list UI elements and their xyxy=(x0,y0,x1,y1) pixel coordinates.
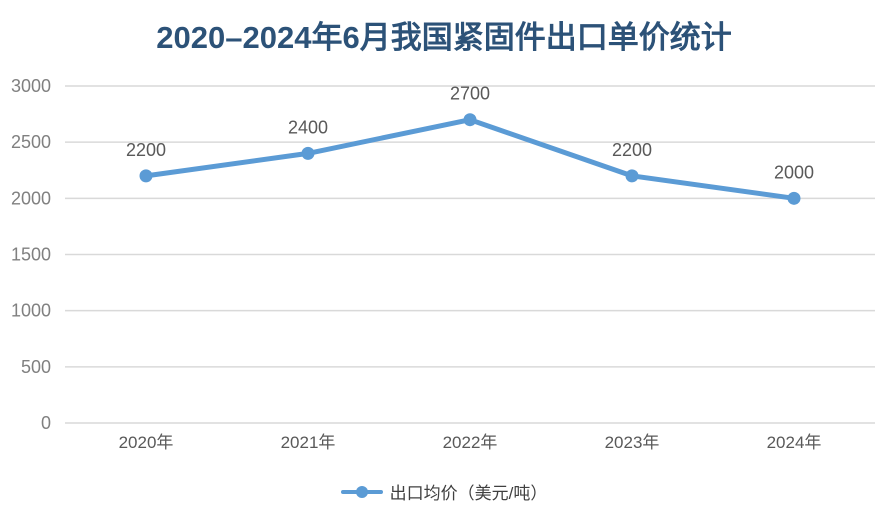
y-axis-tick-label-1500: 1500 xyxy=(11,245,51,265)
y-axis-tick-label-2000: 2000 xyxy=(11,188,51,208)
y-axis-tick-label-3000: 3000 xyxy=(11,76,51,96)
x-axis-tick-label-3: 2023年 xyxy=(605,433,660,452)
data-point-2022年[interactable] xyxy=(463,113,477,127)
x-axis-tick-label-2: 2022年 xyxy=(443,433,498,452)
data-label-2020年: 2200 xyxy=(126,140,166,160)
data-label-2024年: 2000 xyxy=(774,162,814,182)
legend[interactable]: 出口均价（美元/吨） xyxy=(0,479,888,504)
x-axis-tick-label-4: 2024年 xyxy=(767,433,822,452)
data-label-2021年: 2400 xyxy=(288,117,328,137)
data-label-2022年: 2700 xyxy=(450,84,490,104)
data-label-2023年: 2200 xyxy=(612,140,652,160)
data-point-2020年[interactable] xyxy=(139,169,153,183)
legend-series-line-marker-icon xyxy=(340,485,383,499)
y-axis-tick-label-2500: 2500 xyxy=(11,132,51,152)
data-point-2021年[interactable] xyxy=(301,146,315,160)
legend-dot-icon xyxy=(355,485,368,498)
x-axis-tick-label-0: 2020年 xyxy=(119,433,174,452)
data-point-2024年[interactable] xyxy=(787,191,801,205)
chart-title: 2020–2024年6月我国紧固件出口单价统计 xyxy=(156,20,732,55)
data-point-2023年[interactable] xyxy=(625,169,639,183)
legend-series-label: 出口均价（美元/吨） xyxy=(389,484,548,503)
y-axis-tick-label-1000: 1000 xyxy=(11,301,51,321)
y-axis-tick-label-0: 0 xyxy=(41,413,51,433)
y-axis-tick-label-500: 500 xyxy=(21,357,51,377)
x-axis-tick-label-1: 2021年 xyxy=(281,433,336,452)
series-line xyxy=(143,117,797,201)
